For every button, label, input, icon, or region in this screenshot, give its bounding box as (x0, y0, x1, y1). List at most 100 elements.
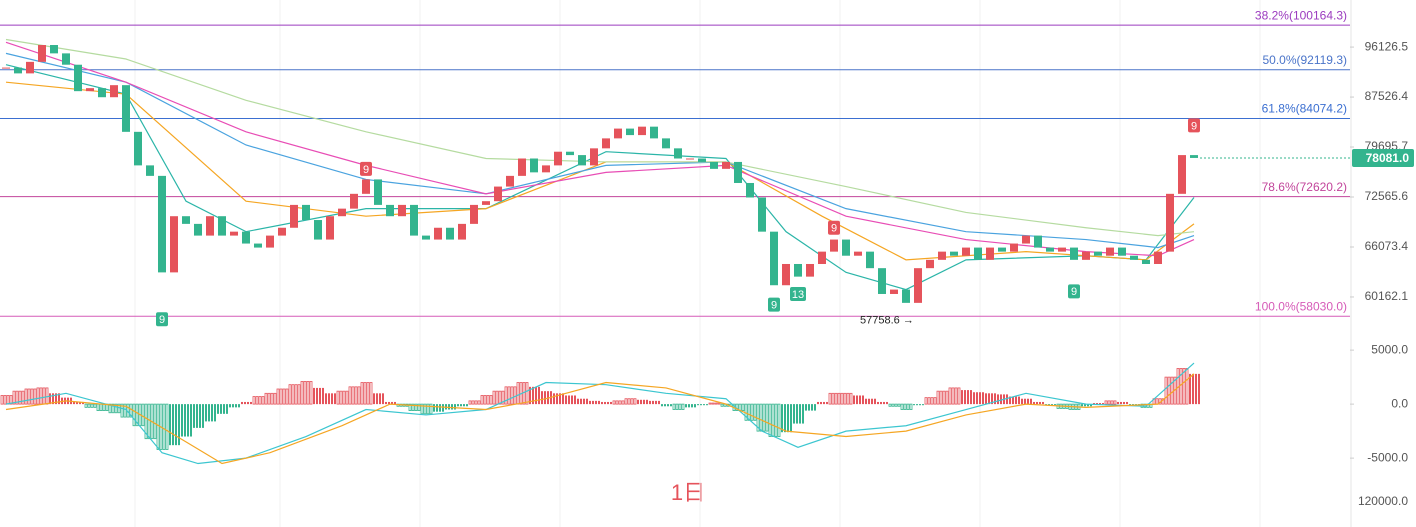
candle (1178, 155, 1186, 194)
macd-bar (457, 404, 459, 407)
macd-bar (948, 387, 952, 405)
macd-bar (834, 392, 838, 405)
fib-label: 38.2%(100164.3) (1255, 8, 1347, 22)
macd-bar (661, 404, 663, 407)
candle (50, 45, 58, 54)
macd-bar (313, 387, 315, 405)
macd-bar (235, 404, 237, 408)
candle (782, 263, 790, 286)
macd-bar (429, 403, 433, 415)
macd-bar (1189, 373, 1191, 405)
macd-bar (1039, 401, 1041, 405)
macd-bar (604, 401, 606, 405)
macd-bar (973, 392, 975, 405)
macd-bar (646, 399, 648, 405)
candle (38, 45, 46, 62)
macd-bar (1021, 398, 1023, 405)
macd-line (5, 362, 1195, 465)
macd-bar (643, 399, 645, 405)
macd-bar (1051, 404, 1053, 406)
macd-bar (474, 400, 478, 405)
candle (938, 251, 946, 260)
macd-bar (73, 401, 75, 405)
macd-bar (846, 392, 850, 405)
low-label: 57758.6 → (860, 315, 914, 327)
macd-bar (856, 395, 858, 405)
candle (1022, 235, 1030, 244)
macd-bar (433, 404, 435, 412)
candle (470, 204, 478, 224)
macd-bar (805, 404, 807, 411)
macd-bar (529, 386, 531, 405)
candle (842, 239, 850, 256)
macd-bar (933, 397, 937, 405)
macd-bar (144, 403, 148, 440)
candle (314, 220, 322, 240)
macd-bar (55, 393, 57, 405)
macd-bar (1096, 403, 1098, 405)
signal-badge (1188, 118, 1200, 133)
macd-bar (894, 403, 898, 407)
macd-bar (624, 398, 628, 405)
macd-bar (30, 388, 34, 405)
candle (98, 88, 106, 98)
macd-bar (853, 395, 855, 405)
candle (806, 263, 814, 277)
macd-bar (489, 395, 493, 405)
macd-bar (27, 388, 31, 405)
macd-bar (190, 404, 192, 437)
macd-bar (15, 390, 19, 405)
macd-bar (42, 387, 46, 405)
macd-bar (376, 393, 378, 405)
macd-bar (501, 390, 505, 405)
macd-bar (238, 404, 240, 408)
macd-bar (24, 388, 28, 405)
macd-bar (507, 386, 511, 405)
moving-average (5, 52, 1195, 249)
candle (1058, 247, 1066, 252)
macd-bar (84, 403, 88, 408)
candle (878, 268, 886, 294)
candle (662, 138, 670, 149)
macd-bar (1170, 376, 1174, 405)
candle (398, 204, 406, 217)
fib-label: 61.8%(84074.2) (1262, 102, 1347, 116)
macd-bar (495, 390, 499, 405)
macd-bar (942, 390, 946, 405)
macd-bar (18, 390, 22, 405)
macd-bar (768, 403, 772, 437)
macd-bar (169, 404, 171, 446)
macd-bar (363, 382, 367, 405)
macd-bar (102, 403, 106, 411)
macd-bar (408, 403, 412, 411)
macd-bar (759, 403, 763, 432)
macd-bar (774, 403, 778, 437)
macd-bar (0, 395, 4, 405)
candle (230, 231, 238, 236)
macd-bar (1048, 404, 1050, 406)
macd-bar (685, 404, 687, 408)
fib-label: 78.6%(72620.2) (1262, 180, 1347, 194)
candle (170, 216, 178, 273)
macd-bar (309, 381, 313, 405)
candle (950, 251, 958, 256)
macd-bar (927, 397, 931, 405)
macd-bar (936, 390, 940, 405)
macd-bar (360, 382, 364, 405)
macd-bar (574, 395, 576, 405)
macd-bar (886, 401, 888, 405)
macd-bar (498, 390, 502, 405)
candle (530, 158, 538, 173)
macd-bar (747, 403, 751, 421)
macd-bar (741, 403, 745, 411)
candle (1034, 235, 1042, 248)
candle (362, 179, 370, 194)
macd-bar (868, 398, 870, 405)
macd-bar (270, 392, 274, 405)
macd-bar (39, 387, 43, 405)
macd-bar (388, 401, 390, 405)
candle (794, 263, 802, 277)
macd-bar (1099, 403, 1101, 405)
macd-bar (379, 393, 381, 405)
macd-bar (541, 391, 543, 405)
